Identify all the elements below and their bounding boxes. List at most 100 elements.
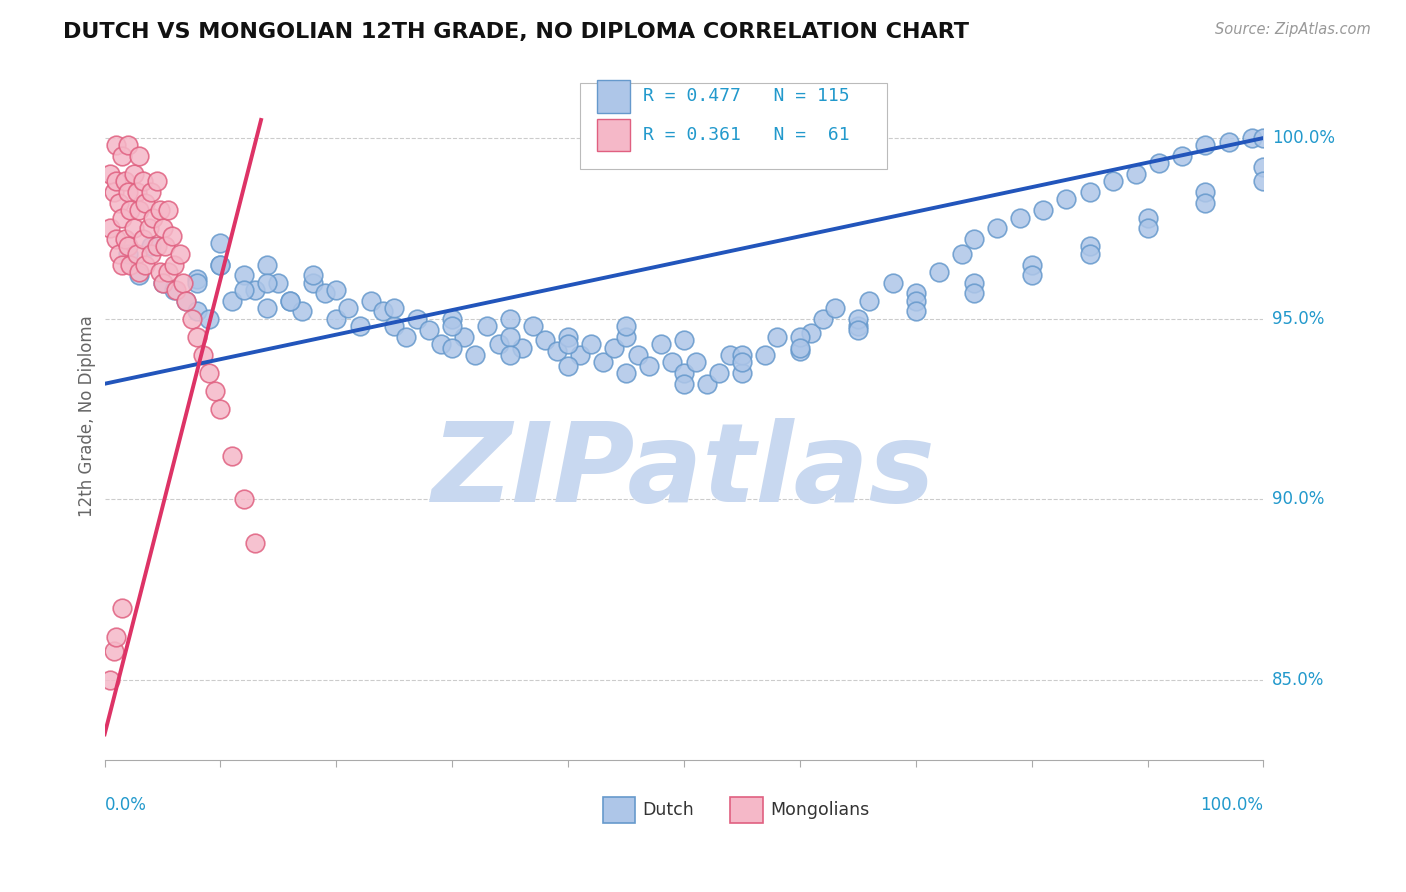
Point (153, 239, 176, 253)
Point (858, 293, 880, 308)
Point (614, 330, 637, 344)
Point (128, 149, 150, 163)
Point (152, 276, 174, 290)
Point (204, 384, 226, 398)
Point (209, 258, 232, 272)
Text: Source: ZipAtlas.com: Source: ZipAtlas.com (1215, 22, 1371, 37)
Point (1194, 186, 1216, 200)
Point (105, 630, 128, 644)
Point (464, 348, 486, 362)
Point (103, 186, 125, 200)
Point (1136, 211, 1159, 225)
Text: 100.0%: 100.0% (1272, 129, 1334, 147)
Point (120, 203, 142, 218)
Point (163, 283, 186, 297)
Point (186, 330, 208, 344)
Point (475, 318, 498, 333)
Point (125, 246, 148, 260)
Point (117, 138, 139, 153)
Point (1078, 186, 1101, 200)
Point (963, 276, 986, 290)
Point (557, 359, 579, 373)
Point (1253, 131, 1275, 145)
Point (302, 276, 325, 290)
Point (132, 174, 155, 188)
Point (267, 276, 290, 290)
Point (522, 318, 544, 333)
Point (139, 246, 162, 260)
Point (581, 337, 603, 351)
Bar (598, 79, 630, 112)
Point (650, 337, 672, 351)
Point (1253, 174, 1275, 188)
Point (499, 311, 522, 326)
Point (603, 341, 626, 355)
Point (1218, 135, 1240, 149)
Point (336, 301, 359, 315)
Point (209, 235, 232, 250)
Point (568, 348, 591, 362)
Point (904, 293, 927, 308)
Point (1125, 167, 1147, 181)
Point (904, 286, 927, 301)
Point (291, 304, 314, 318)
Point (360, 293, 382, 308)
Point (256, 276, 278, 290)
Point (1136, 221, 1159, 235)
Point (418, 322, 440, 336)
Point (245, 283, 267, 297)
Point (627, 348, 650, 362)
Point (1101, 174, 1123, 188)
Point (488, 337, 510, 351)
Point (120, 258, 142, 272)
Point (174, 293, 197, 308)
Point (172, 276, 194, 290)
Point (152, 221, 174, 235)
Point (198, 366, 221, 380)
Point (696, 376, 718, 391)
Point (111, 211, 134, 225)
Point (221, 293, 243, 308)
Point (134, 258, 156, 272)
Point (371, 304, 394, 318)
Point (614, 318, 637, 333)
Text: Mongolians: Mongolians (769, 801, 869, 819)
Point (128, 268, 150, 283)
Point (824, 301, 846, 315)
Point (186, 272, 208, 286)
Point (499, 330, 522, 344)
Point (1253, 160, 1275, 174)
Point (811, 311, 834, 326)
Point (111, 600, 134, 615)
Point (145, 239, 167, 253)
Point (186, 276, 208, 290)
Point (718, 348, 741, 362)
Text: DUTCH VS MONGOLIAN 12TH GRADE, NO DIPLOMA CORRELATION CHART: DUTCH VS MONGOLIAN 12TH GRADE, NO DIPLOM… (63, 22, 969, 42)
Point (557, 330, 579, 344)
Point (100, 167, 122, 181)
Point (221, 449, 243, 463)
Point (1147, 156, 1170, 170)
Point (256, 258, 278, 272)
Point (160, 228, 183, 243)
Point (661, 355, 683, 369)
Point (209, 402, 232, 417)
Text: 0.0%: 0.0% (104, 796, 146, 814)
Text: 95.0%: 95.0% (1272, 310, 1324, 327)
Point (117, 239, 139, 253)
Point (1194, 196, 1216, 211)
Point (986, 221, 1008, 235)
Point (209, 258, 232, 272)
Point (111, 149, 134, 163)
Point (534, 334, 557, 348)
Point (111, 258, 134, 272)
Point (789, 330, 811, 344)
Point (186, 304, 208, 318)
Point (314, 286, 336, 301)
Point (382, 318, 405, 333)
Point (122, 167, 145, 181)
Point (157, 203, 180, 218)
Point (139, 239, 162, 253)
Point (1078, 246, 1101, 260)
FancyBboxPatch shape (579, 83, 887, 169)
